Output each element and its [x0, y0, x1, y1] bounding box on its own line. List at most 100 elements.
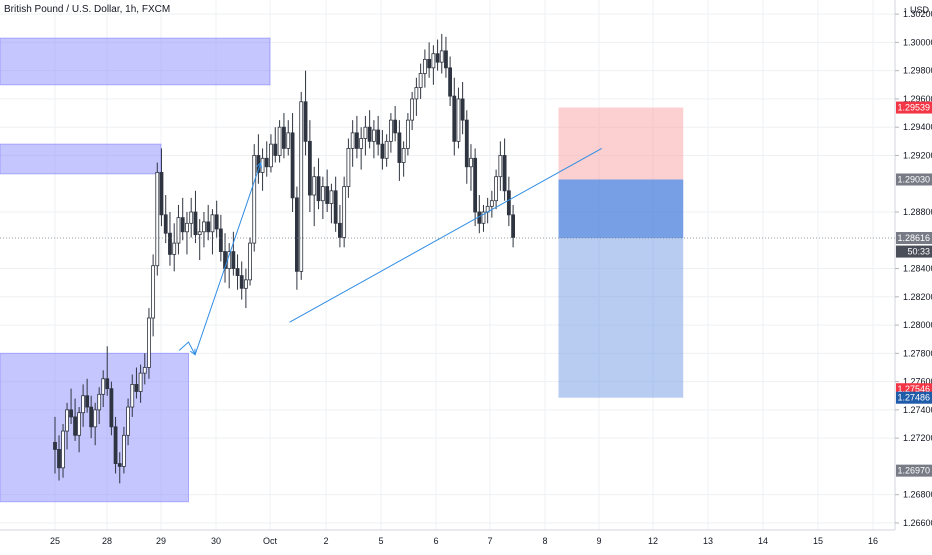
x-tick-label: 12	[648, 536, 658, 546]
candle	[85, 378, 90, 413]
price-badge-label: 1.27546	[897, 384, 930, 394]
candle-body	[380, 143, 385, 159]
candle	[282, 113, 286, 159]
candle-body	[210, 214, 215, 233]
candle	[303, 70, 308, 156]
price-badge	[896, 245, 932, 258]
candle-body	[350, 132, 355, 149]
candle	[53, 416, 57, 474]
stop-loss-zone	[558, 107, 684, 180]
candle-body	[130, 384, 135, 408]
candle-body	[338, 222, 342, 238]
x-tick-label: 13	[703, 536, 713, 546]
y-tick-label: 1.26800	[903, 490, 932, 500]
candle	[130, 374, 135, 417]
candle	[202, 212, 206, 248]
candle	[320, 176, 325, 220]
candle	[469, 144, 473, 191]
candle	[444, 36, 448, 78]
candle-body	[214, 214, 219, 230]
candle	[410, 91, 415, 131]
candle-body	[239, 275, 244, 289]
candle-body	[277, 126, 282, 156]
candle-body	[126, 406, 130, 436]
candle-body	[481, 211, 486, 224]
candle	[151, 254, 156, 337]
candle-body	[113, 426, 118, 464]
candle	[498, 141, 503, 191]
candle	[376, 115, 381, 156]
price-axis	[895, 0, 932, 550]
currency-label: ↑ USD	[903, 5, 930, 15]
candle	[307, 120, 312, 212]
candle	[481, 204, 486, 232]
candle-body	[316, 176, 321, 202]
candle-body	[93, 409, 98, 428]
candle	[252, 144, 257, 252]
candle	[405, 113, 410, 156]
trendline	[289, 147, 602, 323]
candle-body	[61, 430, 65, 469]
candle-body	[218, 228, 223, 252]
x-tick-label: 15	[813, 536, 823, 546]
candle-body	[489, 200, 494, 207]
candle-body	[460, 98, 465, 121]
candle-body	[163, 214, 168, 234]
x-tick-label: 2	[323, 536, 328, 546]
price-badge	[896, 101, 932, 114]
candle	[172, 223, 177, 272]
candle	[218, 214, 223, 262]
candle	[97, 387, 102, 424]
candle	[431, 45, 436, 85]
candle	[342, 176, 347, 248]
candle-body	[444, 50, 448, 69]
price-badge	[896, 391, 932, 404]
candle	[193, 190, 198, 244]
candle-body	[138, 372, 143, 392]
candle	[176, 204, 181, 255]
candle-body	[393, 119, 398, 134]
candle-body	[193, 211, 198, 236]
candle-body	[180, 217, 185, 233]
candle	[286, 120, 291, 156]
candle-layer	[53, 33, 516, 484]
grid-layer	[0, 0, 894, 530]
candle-body	[359, 138, 364, 149]
candle	[435, 39, 440, 71]
plot-background	[0, 0, 894, 530]
candle-body	[77, 412, 82, 436]
candle-body	[410, 98, 415, 121]
candle	[65, 402, 69, 450]
candle-body	[151, 265, 156, 319]
candle-body	[427, 58, 432, 69]
candle	[264, 141, 269, 177]
candle	[126, 398, 130, 446]
candle	[81, 384, 86, 427]
x-tick-label: 7	[487, 536, 492, 546]
y-tick-label: 1.27400	[903, 405, 932, 415]
candle	[69, 388, 73, 424]
candle	[89, 395, 94, 439]
candle	[155, 162, 160, 276]
candle-body	[388, 119, 393, 142]
y-tick-label: 1.27800	[903, 348, 932, 358]
candle-body	[473, 157, 478, 213]
candle	[134, 367, 139, 399]
candle	[147, 308, 151, 379]
candle-body	[320, 186, 325, 202]
candle	[290, 113, 295, 212]
candle	[299, 91, 304, 280]
candle-body	[159, 172, 164, 216]
candle	[197, 219, 202, 261]
x-tick-label: 6	[433, 536, 438, 546]
candle	[473, 148, 478, 227]
candle-body	[456, 98, 461, 142]
price-badge-label: 1.26970	[897, 466, 930, 476]
candle-body	[69, 409, 73, 418]
candle-body	[384, 140, 389, 159]
candle	[388, 113, 393, 153]
candle-body	[142, 367, 147, 374]
